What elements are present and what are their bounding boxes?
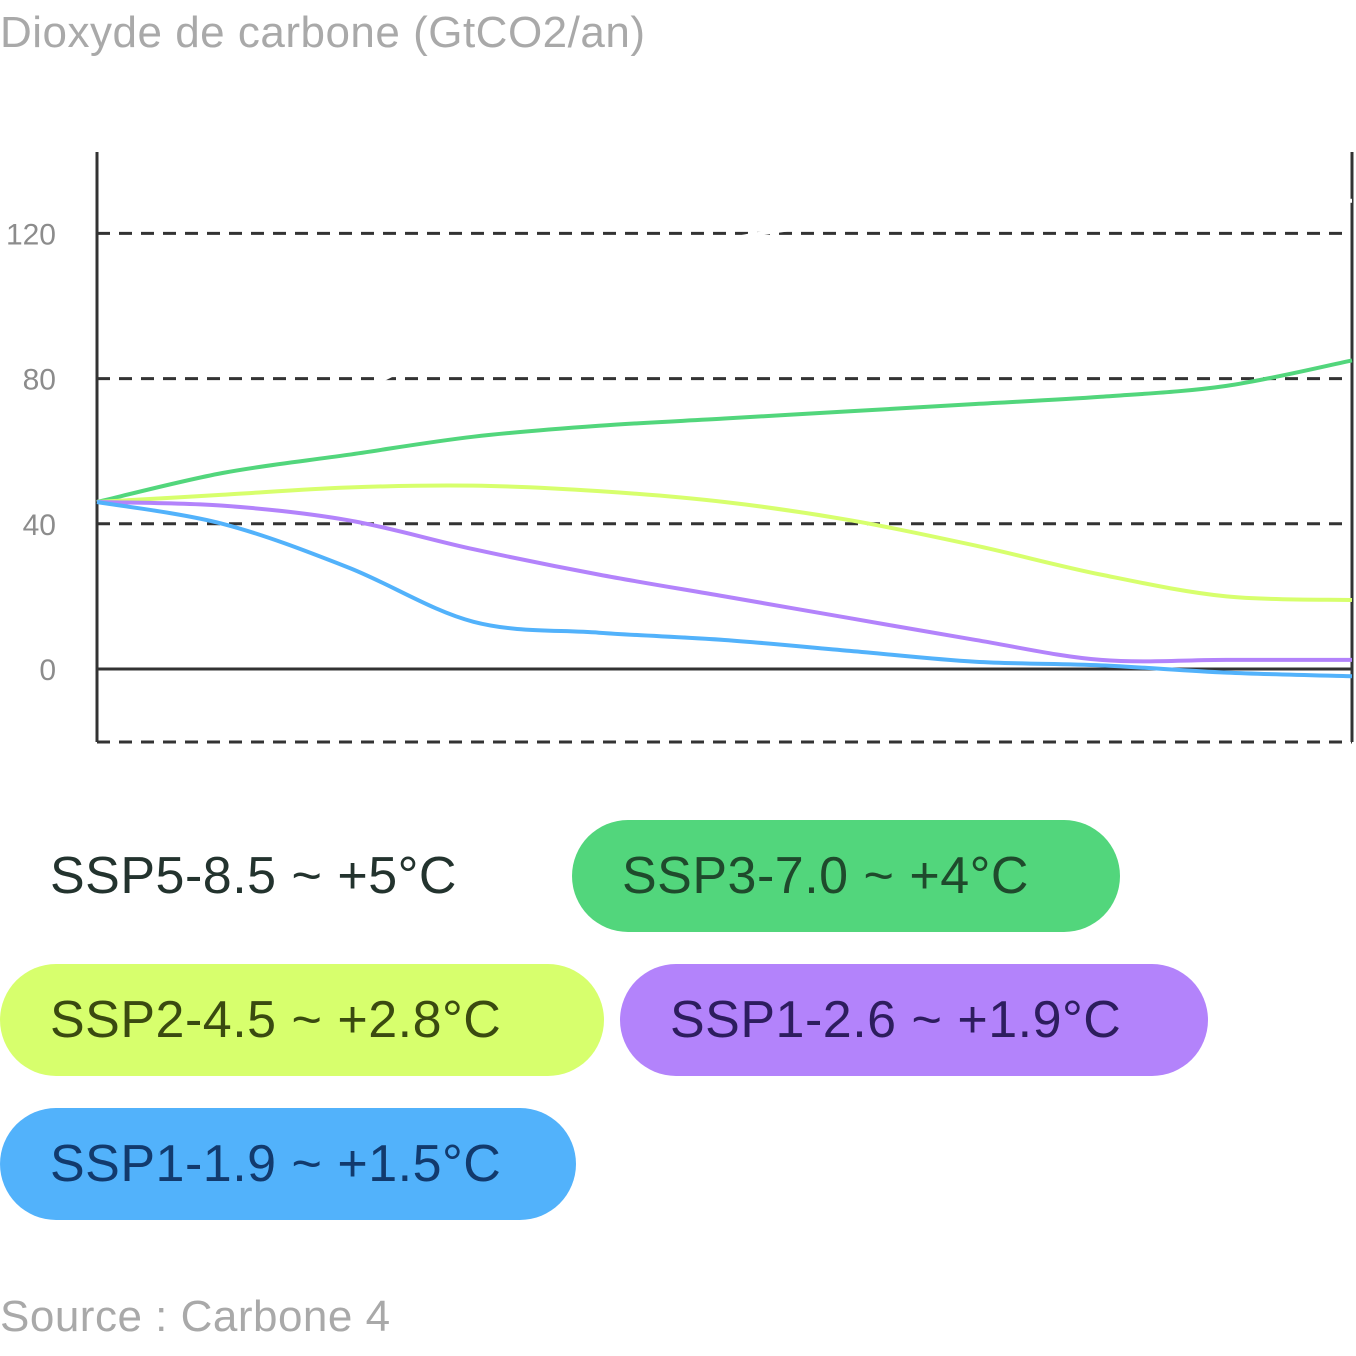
series-line-2: [96, 483, 1353, 603]
y-tick-label-40: 40: [23, 509, 56, 542]
legend-item-0: SSP5-8.5 ~ +5°C: [0, 820, 530, 932]
legend-item-2: SSP2-4.5 ~ +2.8°C: [0, 964, 604, 1076]
y-tick-label-0: 0: [39, 654, 56, 687]
line-chart: 0 40 80 120: [6, 152, 1354, 744]
source-note: Source : Carbone 4: [0, 1292, 391, 1341]
legend-label: SSP5-8.5 ~ +5°C: [50, 847, 457, 905]
series-line-1: [96, 358, 1353, 504]
legend-label: SSP1-2.6 ~ +1.9°C: [670, 991, 1122, 1049]
legend-item-3: SSP1-2.6 ~ +1.9°C: [620, 964, 1208, 1076]
series-line-3: [96, 500, 1353, 664]
legend-label: SSP3-7.0 ~ +4°C: [622, 847, 1029, 905]
y-tick-label-120: 120: [6, 218, 56, 251]
series-line-0: [96, 198, 1353, 504]
legend-item-4: SSP1-1.9 ~ +1.5°C: [0, 1108, 576, 1220]
chart-title: Dioxyde de carbone (GtCO2/an): [0, 8, 646, 57]
legend-item-1: SSP3-7.0 ~ +4°C: [572, 820, 1120, 932]
legend-label: SSP2-4.5 ~ +2.8°C: [50, 991, 502, 1049]
series-line-4: [96, 500, 1353, 679]
legend-label: SSP1-1.9 ~ +1.5°C: [50, 1135, 502, 1193]
y-tick-label-80: 80: [23, 364, 56, 397]
